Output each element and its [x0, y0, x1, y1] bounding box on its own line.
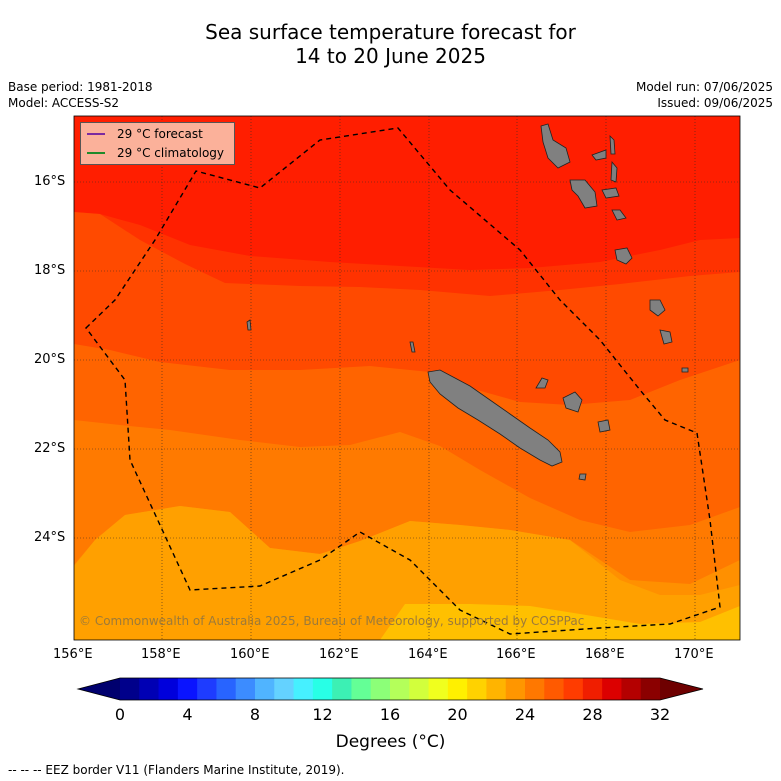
legend-forecast-line: [87, 133, 105, 135]
colorbar-tick-label: 16: [379, 705, 401, 724]
sst-band-7: [74, 506, 740, 640]
lon-label: 168°E: [585, 647, 625, 662]
colorbar-segment: [582, 678, 603, 700]
colorbar: [76, 677, 704, 701]
colorbar-segment: [621, 678, 642, 700]
land: [246, 123, 689, 481]
colorbar-segment: [120, 678, 140, 700]
colorbar-segment: [351, 678, 372, 700]
lon-label: 166°E: [496, 647, 536, 662]
colorbar-outline: [76, 677, 704, 701]
colorbar-segment: [409, 678, 430, 700]
lon-label: 158°E: [141, 647, 181, 662]
vanuatu-ambrym: [601, 187, 620, 199]
vanuatu-tanna: [649, 299, 666, 317]
map-legend: 29 °C forecast 29 °C climatology: [80, 122, 235, 165]
colorbar-segment: [332, 678, 352, 700]
legend-forecast: 29 °C forecast: [87, 127, 203, 141]
lat-label: 20°S: [34, 352, 66, 367]
lon-label: 156°E: [53, 647, 93, 662]
colorbar-tick-label: 20: [447, 705, 468, 724]
colorbar-segment: [197, 678, 217, 700]
sst-contour-fill: [74, 116, 740, 640]
colorbar-tick-label: 24: [514, 705, 536, 724]
hunter-island: [681, 367, 689, 373]
loyalty-islands-3: [597, 419, 611, 433]
meta-right: Model run: 07/06/2025 Issued: 09/06/2025: [636, 79, 773, 111]
model-run: Model run: 07/06/2025: [635, 80, 773, 94]
legend-climatology: 29 °C climatology: [87, 146, 224, 160]
colorbar-segment: [390, 678, 410, 700]
copyright-notice: © Commonwealth of Australia 2025, Bureau…: [79, 614, 585, 628]
colorbar-segment: [428, 678, 449, 700]
plot-frame: [73, 115, 741, 641]
legend-climatology-line: [87, 152, 105, 154]
colorbar-over-arrow: [660, 678, 703, 700]
lon-label: 162°E: [319, 647, 359, 662]
colorbar-tick-label: 8: [249, 705, 261, 724]
lon-label: 164°E: [408, 647, 448, 662]
colorbar-segment: [525, 678, 545, 700]
vanuatu-efate: [611, 209, 627, 221]
chesterfield-islet: [246, 319, 252, 331]
loyalty-islands-1: [535, 377, 549, 389]
isle-of-pines: [578, 473, 587, 481]
colorbar-segment: [447, 678, 468, 700]
colorbar-segment: [255, 678, 275, 700]
lat-label: 18°S: [34, 263, 66, 278]
lon-label: 160°E: [230, 647, 270, 662]
lat-label: 24°S: [34, 530, 66, 545]
lat-label: 16°S: [34, 174, 66, 189]
colorbar-label: Degrees (°C): [335, 732, 446, 752]
model-name: Model: ACCESS-S2: [8, 96, 120, 110]
legend-climatology-label: 29 °C climatology: [117, 146, 225, 160]
title-line-1: Sea surface temperature forecast for: [205, 20, 576, 44]
issued-date: Issued: 09/06/2025: [657, 96, 773, 110]
colorbar-segment: [216, 678, 237, 700]
legend-forecast-label: 29 °C forecast: [117, 127, 203, 141]
lat-label: 22°S: [34, 441, 66, 456]
vanuatu-espiritu-santo: [540, 123, 571, 169]
colorbar-segment: [370, 678, 391, 700]
colorbar-segment: [312, 678, 333, 700]
eez-footnote: -- -- -- EEZ border V11 (Flanders Marine…: [8, 763, 345, 777]
graticule: [74, 116, 740, 640]
colorbar-segment: [235, 678, 256, 700]
colorbar-segment: [177, 678, 198, 700]
colorbar-segment: [486, 678, 507, 700]
meta-left: Base period: 1981-2018 Model: ACCESS-S2: [8, 79, 153, 111]
sst-band-9: [380, 604, 740, 640]
colorbar-segment: [602, 678, 622, 700]
colorbar-segment: [505, 678, 526, 700]
vanuatu-pentecost: [610, 160, 618, 183]
belep-islands: [409, 341, 416, 353]
colorbar-tick-label: 32: [649, 705, 671, 724]
colorbar-tick-label: 4: [182, 705, 193, 724]
colorbar-segment: [158, 678, 179, 700]
colorbar-segment: [544, 678, 565, 700]
loyalty-islands-2: [562, 391, 583, 413]
colorbar-under-arrow: [78, 678, 120, 700]
vanuatu-erromango: [614, 247, 633, 265]
colorbar-tick-label: 0: [114, 705, 126, 724]
base-period: Base period: 1981-2018: [8, 80, 153, 94]
colorbar-segment: [293, 678, 314, 700]
vanuatu-maewo: [609, 134, 616, 155]
vanuatu-aneityum: [659, 329, 673, 345]
title-line-2: 14 to 20 June 2025: [295, 44, 486, 68]
colorbar-segment: [563, 678, 584, 700]
colorbar-segment: [640, 678, 661, 700]
colorbar-segment: [467, 678, 487, 700]
colorbar-segment: [139, 678, 160, 700]
colorbar-segment: [274, 678, 295, 700]
vanuatu-malekula: [569, 179, 598, 209]
eez-border: [85, 127, 721, 635]
colorbar-tick-label: 28: [582, 705, 603, 724]
new-caledonia-island: [427, 369, 563, 467]
colorbar-tick-label: 12: [312, 705, 333, 724]
vanuatu-ambae: [591, 149, 607, 161]
lon-label: 170°E: [674, 647, 714, 662]
